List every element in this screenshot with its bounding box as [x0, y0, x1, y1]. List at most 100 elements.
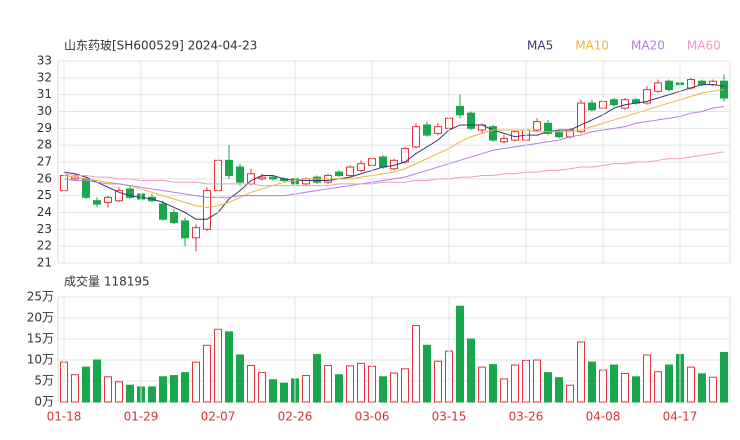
candle-body: [412, 126, 420, 148]
volume-bar: [192, 361, 200, 403]
ma-line: [63, 84, 725, 220]
candle-body: [126, 188, 134, 198]
volume-bar: [654, 371, 662, 403]
volume-bar: [269, 379, 277, 403]
volume-bar: [335, 374, 343, 403]
volume-bar: [544, 372, 552, 403]
y-tick-label: 5万: [34, 374, 54, 388]
y-tick-label: 27: [37, 155, 52, 169]
candle-body: [544, 122, 552, 134]
volume-bar: [478, 366, 486, 403]
candle-body: [533, 121, 541, 131]
y-tick-label: 10万: [27, 353, 54, 367]
volume-bar: [104, 376, 112, 403]
candle-body: [181, 220, 189, 239]
y-tick-label: 0万: [34, 395, 54, 409]
legend-label: MA60: [687, 39, 721, 53]
x-tick-label: 02-26: [278, 410, 313, 424]
volume-bar: [93, 359, 101, 403]
y-tick-label: 20万: [27, 311, 54, 325]
volume-bar: [511, 364, 519, 403]
x-tick-label: 04-08: [586, 410, 621, 424]
candle-body: [357, 163, 365, 171]
volume-bar: [467, 338, 475, 403]
volume-bar: [346, 365, 354, 403]
y-tick-label: 33: [37, 54, 52, 68]
volume-bar: [632, 376, 640, 403]
volume-bar: [423, 344, 431, 403]
candle-body: [555, 131, 563, 138]
volume-bar: [379, 376, 387, 403]
volume-bar: [82, 366, 90, 403]
volume-bar: [302, 375, 310, 403]
volume-bar: [643, 354, 651, 403]
candle-body: [258, 176, 266, 180]
candle-body: [654, 82, 662, 92]
legend-label: MA5: [527, 39, 553, 53]
x-tick-label: 04-17: [663, 410, 698, 424]
candle-body: [170, 212, 178, 224]
volume-bar: [401, 368, 409, 403]
y-tick-label: 29: [37, 121, 52, 135]
volume-bar: [357, 362, 365, 403]
candle-body: [610, 99, 618, 106]
candle-body: [82, 178, 90, 198]
volume-bar: [412, 325, 420, 403]
y-tick-label: 30: [37, 104, 52, 118]
volume-bar: [610, 364, 618, 403]
volume-bar: [577, 341, 585, 403]
candle-body: [159, 203, 167, 220]
y-tick-label: 24: [37, 205, 52, 219]
volume-bar: [720, 351, 728, 403]
volume-bar: [566, 384, 574, 403]
volume-bar: [236, 354, 244, 403]
candle-body: [269, 176, 277, 180]
candle-body: [225, 159, 233, 176]
candle-body: [643, 89, 651, 104]
candle-body: [709, 80, 717, 86]
volume-bar: [555, 377, 563, 403]
volume-bar: [456, 305, 464, 403]
volume-bar: [500, 378, 508, 403]
candle-body: [423, 124, 431, 136]
volume-bar: [698, 373, 706, 403]
volume-bar: [126, 384, 134, 403]
volume-bar: [533, 359, 541, 403]
candle-body: [434, 126, 442, 134]
volume-bar: [390, 372, 398, 403]
candle-body: [379, 156, 387, 168]
candle-body: [456, 105, 464, 116]
volume-bar: [170, 375, 178, 403]
candle-body: [115, 190, 123, 202]
x-tick-label: 01-29: [124, 410, 159, 424]
chart-title: 山东药玻[SH600529] 2024-04-23: [64, 39, 257, 53]
x-tick-label: 03-06: [355, 410, 390, 424]
y-tick-label: 26: [37, 171, 52, 185]
y-tick-label: 22: [37, 239, 52, 253]
legend-label: MA10: [575, 39, 609, 53]
x-tick-label: 03-15: [432, 410, 467, 424]
y-tick-label: 25: [37, 188, 52, 202]
y-tick-label: 31: [37, 87, 52, 101]
volume-bar: [489, 364, 497, 403]
candle-body: [335, 171, 343, 176]
candle-body: [346, 166, 354, 176]
volume-title: 成交量 118195: [64, 274, 150, 289]
volume-bar: [709, 376, 717, 403]
y-tick-label: 32: [37, 70, 52, 84]
volume-bar: [225, 331, 233, 403]
candle-body: [665, 80, 673, 91]
candle-body: [313, 176, 321, 183]
x-tick-label: 03-26: [509, 410, 544, 424]
volume-bar: [203, 344, 211, 403]
volume-bar: [313, 354, 321, 403]
volume-bar: [588, 361, 596, 403]
volume-bar: [71, 374, 79, 403]
candle-body: [236, 166, 244, 183]
y-tick-label: 28: [37, 138, 52, 152]
volume-bar: [434, 360, 442, 403]
x-tick-label: 01-18: [47, 410, 82, 424]
y-tick-label: 25万: [27, 290, 54, 304]
volume-bar: [148, 386, 156, 403]
volume-bar: [115, 381, 123, 403]
